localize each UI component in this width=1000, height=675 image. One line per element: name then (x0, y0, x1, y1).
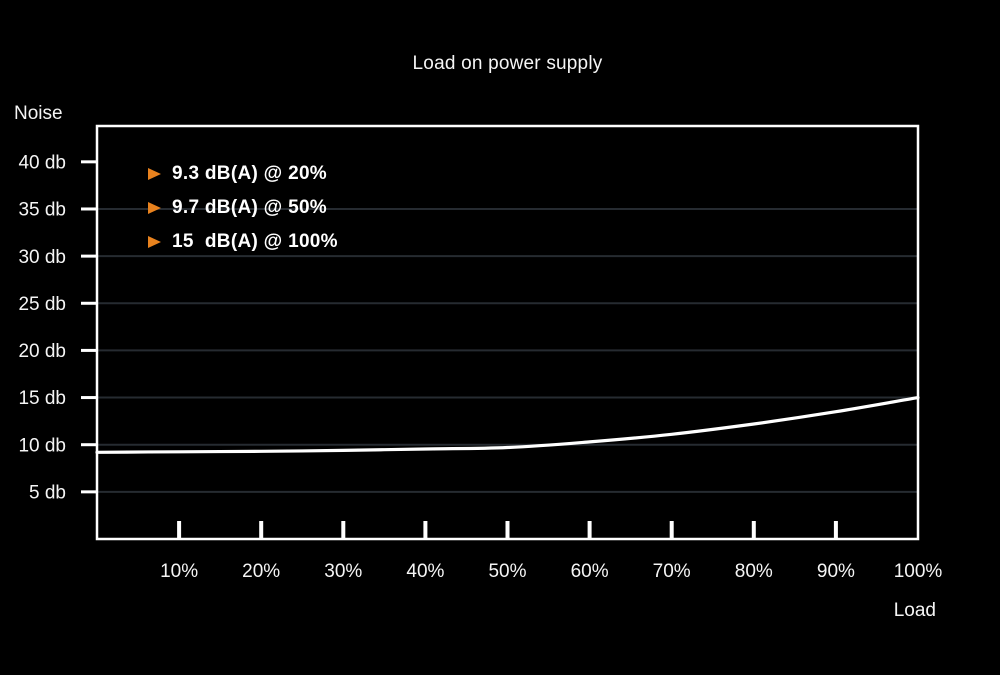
y-tick-label: 5 db (29, 483, 66, 504)
y-tick-label: 20 db (18, 341, 66, 362)
legend-item: 9.7 dB(A) @ 50% (148, 191, 338, 225)
chart-title: Load on power supply (412, 53, 603, 74)
y-tick-label: 15 db (18, 388, 66, 409)
y-tick-label: 10 db (18, 435, 66, 456)
triangle-right-icon (148, 236, 161, 248)
y-tick-label: 25 db (18, 294, 66, 315)
x-tick-label: 40% (406, 561, 444, 582)
y-tick-label: 30 db (18, 247, 66, 268)
legend: 9.3 dB(A) @ 20% 9.7 dB(A) @ 50% 15 dB(A) @… (148, 157, 338, 259)
x-tick-label: 70% (653, 561, 691, 582)
x-tick-label: 60% (571, 561, 609, 582)
x-tick-label: 30% (324, 561, 362, 582)
x-tick-label: 100% (894, 561, 943, 582)
noise-curve (95, 396, 920, 454)
legend-item: 9.3 dB(A) @ 20% (148, 157, 338, 191)
x-tick-label: 50% (488, 561, 526, 582)
x-tick-label: 20% (242, 561, 280, 582)
x-axis-title: Load (893, 600, 936, 621)
y-tick-label: 35 db (18, 200, 66, 221)
y-axis-title: Noise (14, 103, 63, 124)
x-tick-label: 90% (817, 561, 855, 582)
legend-item-label: 9.3 dB(A) @ 20% (172, 163, 328, 184)
legend-item: 15 dB(A) @ 100% (148, 225, 338, 259)
triangle-right-icon (148, 202, 161, 214)
x-tick-label: 10% (160, 561, 198, 582)
legend-item-label: 15 dB(A) @ 100% (172, 231, 338, 252)
y-tick-label: 40 db (18, 152, 66, 173)
plot-border (95, 124, 920, 541)
legend-item-label: 9.7 dB(A) @ 50% (172, 197, 328, 218)
x-tick-label: 80% (735, 561, 773, 582)
triangle-right-icon (148, 168, 161, 180)
